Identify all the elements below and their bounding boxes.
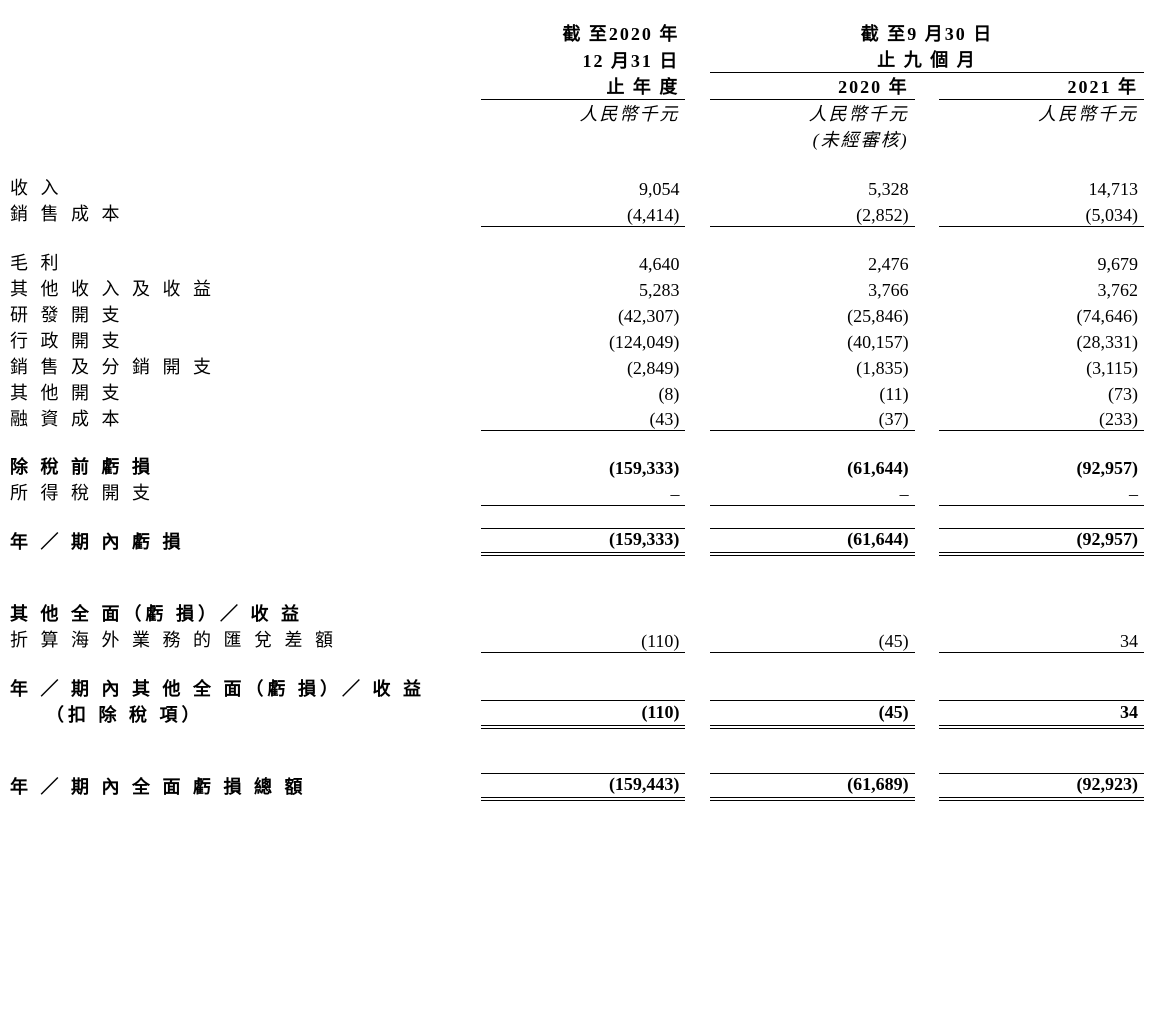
- cell: (2,849): [481, 353, 686, 379]
- label-oci-net-l1: 年 ／ 期 內 其 他 全 面（虧 損）／ 收 益: [10, 675, 481, 701]
- col2-unaudited: (未經審核): [710, 126, 915, 152]
- label-oci-heading: 其 他 全 面（虧 損）／ 收 益: [10, 600, 481, 626]
- row-other-expense: 其 他 開 支 (8) (11) (73): [10, 379, 1144, 405]
- col-span-header-line1: 截 至9 月30 日: [710, 20, 1144, 46]
- label-finance-cost: 融 資 成 本: [10, 405, 481, 431]
- cell: (28,331): [939, 327, 1144, 353]
- cell: (11): [710, 379, 915, 405]
- cell: (159,333): [481, 528, 686, 554]
- row-selling-expense: 銷 售 及 分 銷 開 支 (2,849) (1,835) (3,115): [10, 353, 1144, 379]
- cell: 2,476: [710, 249, 915, 275]
- cell: 34: [939, 701, 1144, 727]
- row-loss-before-tax: 除 稅 前 虧 損 (159,333) (61,644) (92,957): [10, 453, 1144, 479]
- cell: 3,762: [939, 275, 1144, 301]
- cell: (1,835): [710, 353, 915, 379]
- row-oci-heading: 其 他 全 面（虧 損）／ 收 益: [10, 600, 1144, 626]
- row-income-tax: 所 得 稅 開 支 – – –: [10, 479, 1144, 505]
- cell: 14,713: [939, 174, 1144, 200]
- cell: (92,957): [939, 528, 1144, 554]
- cell: (124,049): [481, 327, 686, 353]
- label-oci-net-l2: （扣 除 稅 項）: [10, 701, 481, 727]
- cell: 5,283: [481, 275, 686, 301]
- cell: (92,957): [939, 453, 1144, 479]
- col1-header-line2: 12 月31 日: [481, 46, 686, 73]
- cell: (5,034): [939, 200, 1144, 226]
- cell: 34: [939, 626, 1144, 652]
- cell: (159,443): [481, 773, 686, 799]
- cell: (61,644): [710, 453, 915, 479]
- cell: (110): [481, 701, 686, 727]
- cell: (8): [481, 379, 686, 405]
- label-admin-expense: 行 政 開 支: [10, 327, 481, 353]
- cell: (61,644): [710, 528, 915, 554]
- cell: (42,307): [481, 301, 686, 327]
- cell: (2,852): [710, 200, 915, 226]
- label-cost-of-sales: 銷 售 成 本: [10, 200, 481, 226]
- col3-unit: 人民幣千元: [939, 100, 1144, 127]
- cell: (233): [939, 405, 1144, 431]
- label-total-comp-loss: 年 ／ 期 內 全 面 虧 損 總 額: [10, 773, 481, 799]
- row-cost-of-sales: 銷 售 成 本 (4,414) (2,852) (5,034): [10, 200, 1144, 226]
- cell: (45): [710, 701, 915, 727]
- cell: –: [939, 479, 1144, 505]
- cell: (74,646): [939, 301, 1144, 327]
- row-gross-profit: 毛 利 4,640 2,476 9,679: [10, 249, 1144, 275]
- cell: (3,115): [939, 353, 1144, 379]
- cell: 9,679: [939, 249, 1144, 275]
- label-gross-profit: 毛 利: [10, 249, 481, 275]
- row-fx-diff: 折 算 海 外 業 務 的 匯 兌 差 額 (110) (45) 34: [10, 626, 1144, 652]
- row-total-comp-loss: 年 ／ 期 內 全 面 虧 損 總 額 (159,443) (61,689) (…: [10, 773, 1144, 799]
- row-admin-expense: 行 政 開 支 (124,049) (40,157) (28,331): [10, 327, 1144, 353]
- cell: (92,923): [939, 773, 1144, 799]
- cell: (43): [481, 405, 686, 431]
- col2-year: 2020 年: [710, 73, 915, 100]
- label-other-expense: 其 他 開 支: [10, 379, 481, 405]
- cell: (40,157): [710, 327, 915, 353]
- row-oci-net-l2: （扣 除 稅 項） (110) (45) 34: [10, 701, 1144, 727]
- col2-unit: 人民幣千元: [710, 100, 915, 127]
- label-income-tax: 所 得 稅 開 支: [10, 479, 481, 505]
- cell: (45): [710, 626, 915, 652]
- cell: 3,766: [710, 275, 915, 301]
- row-oci-net-l1: 年 ／ 期 內 其 他 全 面（虧 損）／ 收 益: [10, 675, 1144, 701]
- row-revenue: 收 入 9,054 5,328 14,713: [10, 174, 1144, 200]
- row-other-income: 其 他 收 入 及 收 益 5,283 3,766 3,762: [10, 275, 1144, 301]
- cell: (159,333): [481, 453, 686, 479]
- col1-header-line1: 截 至2020 年: [481, 20, 686, 46]
- cell: (110): [481, 626, 686, 652]
- row-finance-cost: 融 資 成 本 (43) (37) (233): [10, 405, 1144, 431]
- cell: 4,640: [481, 249, 686, 275]
- cell: (37): [710, 405, 915, 431]
- label-revenue: 收 入: [10, 174, 481, 200]
- cell: –: [710, 479, 915, 505]
- col-span-header-line2: 止 九 個 月: [710, 46, 1144, 73]
- label-other-income: 其 他 收 入 及 收 益: [10, 275, 481, 301]
- row-loss-period: 年 ／ 期 內 虧 損 (159,333) (61,644) (92,957): [10, 528, 1144, 554]
- cell: (61,689): [710, 773, 915, 799]
- cell: 5,328: [710, 174, 915, 200]
- label-loss-period: 年 ／ 期 內 虧 損: [10, 528, 481, 554]
- cell: (4,414): [481, 200, 686, 226]
- col1-header-line3: 止 年 度: [481, 73, 686, 100]
- row-rd-expense: 研 發 開 支 (42,307) (25,846) (74,646): [10, 301, 1144, 327]
- label-fx-diff: 折 算 海 外 業 務 的 匯 兌 差 額: [10, 626, 481, 652]
- label-selling-expense: 銷 售 及 分 銷 開 支: [10, 353, 481, 379]
- cell: (73): [939, 379, 1144, 405]
- col1-unit: 人民幣千元: [481, 100, 686, 127]
- cell: 9,054: [481, 174, 686, 200]
- label-rd-expense: 研 發 開 支: [10, 301, 481, 327]
- cell: –: [481, 479, 686, 505]
- col3-year: 2021 年: [939, 73, 1144, 100]
- label-loss-before-tax: 除 稅 前 虧 損: [10, 453, 481, 479]
- cell: (25,846): [710, 301, 915, 327]
- financial-statement-table: 截 至2020 年 截 至9 月30 日 12 月31 日 止 九 個 月 止 …: [10, 20, 1144, 801]
